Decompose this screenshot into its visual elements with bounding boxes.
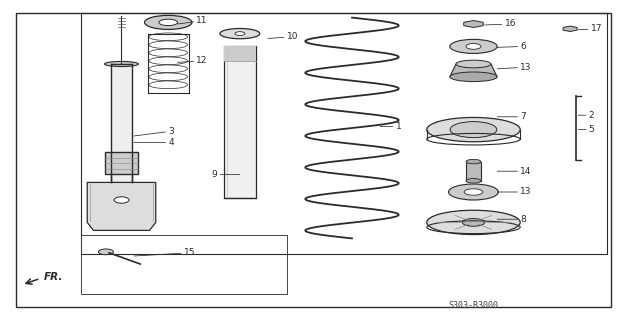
Text: S303-B3000: S303-B3000	[449, 301, 498, 310]
Ellipse shape	[450, 72, 497, 82]
Text: 14: 14	[497, 167, 531, 176]
Text: 15: 15	[134, 248, 195, 257]
Ellipse shape	[145, 15, 192, 29]
Bar	[111, 64, 132, 182]
Text: FR.: FR.	[44, 272, 63, 282]
Ellipse shape	[466, 179, 481, 183]
Polygon shape	[563, 26, 577, 31]
Bar	[224, 46, 256, 198]
Text: 11: 11	[178, 16, 207, 25]
Ellipse shape	[105, 61, 138, 67]
Bar	[105, 152, 138, 174]
Bar	[81, 235, 287, 294]
Text: 4: 4	[134, 138, 174, 147]
Bar	[466, 162, 481, 181]
Text: 5: 5	[578, 125, 594, 134]
Ellipse shape	[469, 22, 478, 26]
Text: 7: 7	[497, 112, 526, 121]
Polygon shape	[87, 182, 156, 230]
Text: 2: 2	[578, 111, 594, 120]
Text: 6: 6	[497, 42, 526, 51]
Bar	[81, 13, 607, 254]
Ellipse shape	[456, 60, 491, 68]
Bar	[224, 46, 256, 61]
Ellipse shape	[114, 197, 129, 203]
Text: 9: 9	[212, 170, 240, 179]
Ellipse shape	[427, 210, 520, 235]
Text: 13: 13	[497, 63, 531, 72]
Ellipse shape	[220, 28, 260, 39]
Ellipse shape	[450, 122, 497, 138]
Text: 3: 3	[134, 127, 174, 136]
Polygon shape	[450, 64, 497, 77]
Ellipse shape	[462, 219, 485, 226]
Text: 17: 17	[578, 24, 602, 33]
Ellipse shape	[464, 189, 483, 195]
Ellipse shape	[98, 249, 113, 255]
Ellipse shape	[449, 184, 498, 200]
Text: 12: 12	[178, 56, 207, 65]
Ellipse shape	[450, 39, 497, 53]
Ellipse shape	[466, 159, 481, 164]
Polygon shape	[464, 20, 483, 28]
Text: 13: 13	[497, 188, 531, 196]
Ellipse shape	[466, 44, 481, 49]
Ellipse shape	[235, 32, 245, 36]
Text: 16: 16	[485, 20, 516, 28]
Ellipse shape	[159, 19, 178, 26]
Text: 1: 1	[380, 122, 401, 131]
Ellipse shape	[427, 117, 520, 142]
Text: 8: 8	[497, 215, 526, 224]
Text: 10: 10	[268, 32, 298, 41]
